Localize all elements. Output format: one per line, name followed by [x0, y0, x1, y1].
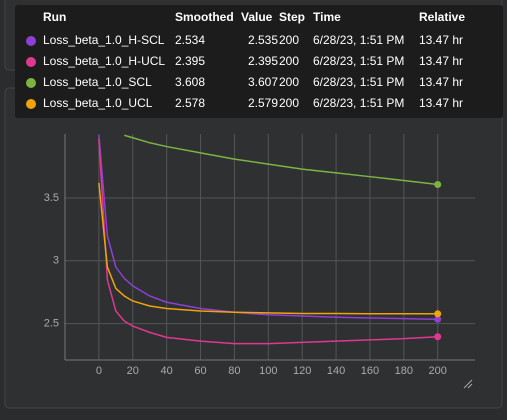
tooltip-cell: 13.47 hr: [419, 54, 463, 68]
legend-swatch: [26, 57, 36, 67]
tooltip-cell: 2.578: [175, 96, 205, 110]
x-tick-label: 120: [293, 365, 311, 377]
tooltip-cell: Loss_beta_1.0_UCL: [43, 96, 153, 110]
tooltip-cell: 6/28/23, 1:51 PM: [313, 33, 404, 47]
end-marker: [434, 310, 442, 318]
tooltip-cell: 13.47 hr: [419, 33, 463, 47]
x-tick-label: 100: [259, 365, 277, 377]
tooltip-cell: Loss_beta_1.0_SCL: [43, 75, 152, 89]
x-tick-label: 200: [429, 365, 447, 377]
tooltip-cell: 2.579: [248, 96, 278, 110]
tooltip-cell: 2.535: [248, 33, 278, 47]
series-line: [124, 134, 438, 186]
x-tick-label: 20: [127, 365, 139, 377]
tooltip-header: Step: [279, 10, 305, 24]
tooltip-cell: 2.395: [175, 54, 205, 68]
x-tick-label: 140: [327, 365, 345, 377]
tooltip-header: Time: [313, 10, 341, 24]
tooltip-cell: 6/28/23, 1:51 PM: [313, 54, 404, 68]
x-tick-label: 0: [96, 365, 102, 377]
tooltip-cell: 200: [279, 54, 299, 68]
tooltip-cell: Loss_beta_1.0_H-SCL: [43, 33, 165, 47]
x-tick-label: 160: [361, 365, 379, 377]
tooltip-cell: 3.608: [175, 75, 205, 89]
plot: 0 20 40 60 80 100 120 140 160 180 200 2.5 3 3.5: [44, 134, 475, 377]
legend-swatch: [26, 36, 36, 46]
tooltip-header: Run: [43, 10, 66, 24]
tooltip-cell: 13.47 hr: [419, 75, 463, 89]
x-tick-label: 180: [395, 365, 413, 377]
tooltip-cell: 200: [279, 96, 299, 110]
x-tick-label: 40: [161, 365, 173, 377]
y-tick-label: 3: [53, 255, 59, 267]
tooltip-cell: 13.47 hr: [419, 96, 463, 110]
tooltip-cell: 6/28/23, 1:51 PM: [313, 96, 404, 110]
tooltip-cell: 2.395: [248, 54, 278, 68]
legend-swatch: [26, 78, 36, 88]
series-group: [98, 134, 442, 345]
tooltip-header: Relative: [419, 10, 465, 24]
y-tick-label: 2.5: [44, 317, 59, 329]
series-line: [98, 135, 438, 321]
x-tick-label: 80: [228, 365, 240, 377]
series-line: [98, 182, 438, 315]
tooltip: Run Smoothed Value Step Time Relative Loss_bet…: [15, 5, 503, 118]
y-tick-label: 3.5: [44, 192, 59, 204]
resize-icon[interactable]: [463, 379, 473, 389]
end-marker: [434, 180, 442, 188]
tooltip-cell: 6/28/23, 1:51 PM: [313, 75, 404, 89]
tooltip-cell: Loss_beta_1.0_H-UCL: [43, 54, 165, 68]
tooltip-cell: 3.607: [248, 75, 278, 89]
x-tick-label: 60: [194, 365, 206, 377]
series-line: [98, 138, 438, 345]
tooltip-cell: 2.534: [175, 33, 205, 47]
tooltip-cell: 200: [279, 33, 299, 47]
end-marker: [434, 333, 442, 341]
legend-swatch: [26, 99, 36, 109]
end-marker: [434, 315, 442, 323]
tooltip-bg: [15, 5, 503, 118]
tooltip-cell: 200: [279, 75, 299, 89]
tooltip-header: Value: [241, 10, 273, 24]
tooltip-header: Smoothed: [175, 10, 234, 24]
